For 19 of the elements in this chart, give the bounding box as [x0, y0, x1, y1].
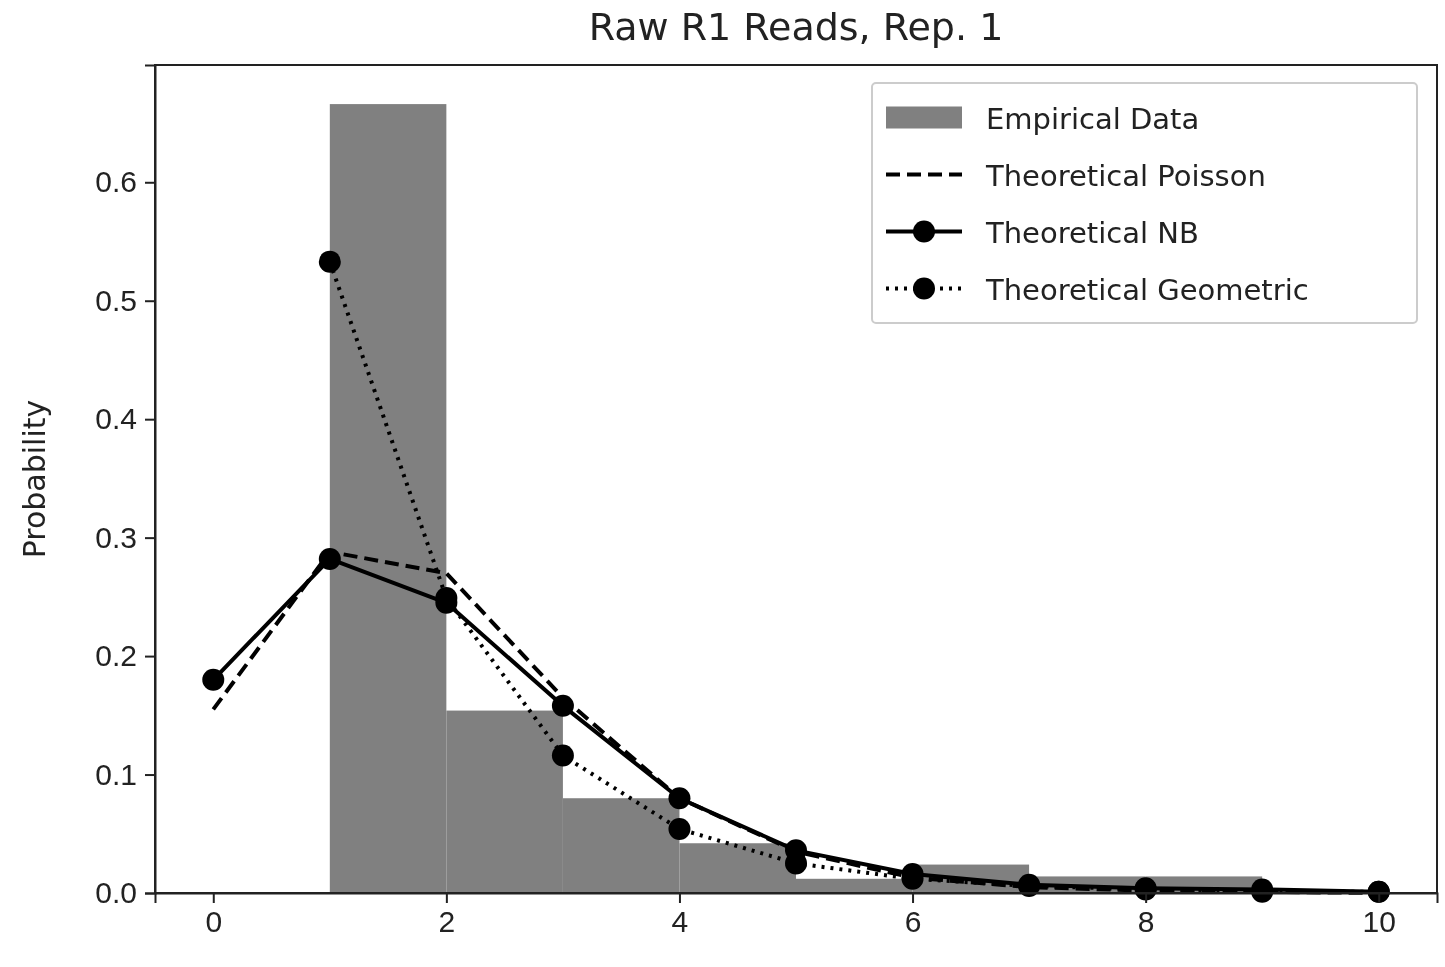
legend-label: Theoretical NB: [985, 215, 1199, 250]
y-tick-label: 0.5: [95, 283, 137, 317]
y-tick-label: 0.1: [95, 757, 137, 791]
legend-label: Theoretical Geometric: [985, 272, 1309, 307]
legend-label: Theoretical Poisson: [985, 158, 1266, 193]
x-tick-label: 0: [205, 905, 223, 939]
x-tick-label: 4: [671, 905, 689, 939]
x-tick-label: 10: [1362, 905, 1396, 939]
x-tick-label: 2: [438, 905, 456, 939]
x-tick-label: 8: [1137, 905, 1155, 939]
y-axis-title: Probability: [17, 399, 52, 559]
y-tick-label: 0.3: [95, 520, 137, 554]
y-tick-label: 0.0: [95, 876, 137, 910]
y-tick-label: 0.6: [95, 165, 137, 199]
legend-label: Empirical Data: [986, 101, 1200, 136]
y-tick-label: 0.2: [95, 639, 137, 673]
y-tick-label: 0.4: [95, 402, 137, 436]
chart-title: Raw R1 Reads, Rep. 1: [588, 5, 1004, 49]
x-tick-label: 6: [904, 905, 922, 939]
